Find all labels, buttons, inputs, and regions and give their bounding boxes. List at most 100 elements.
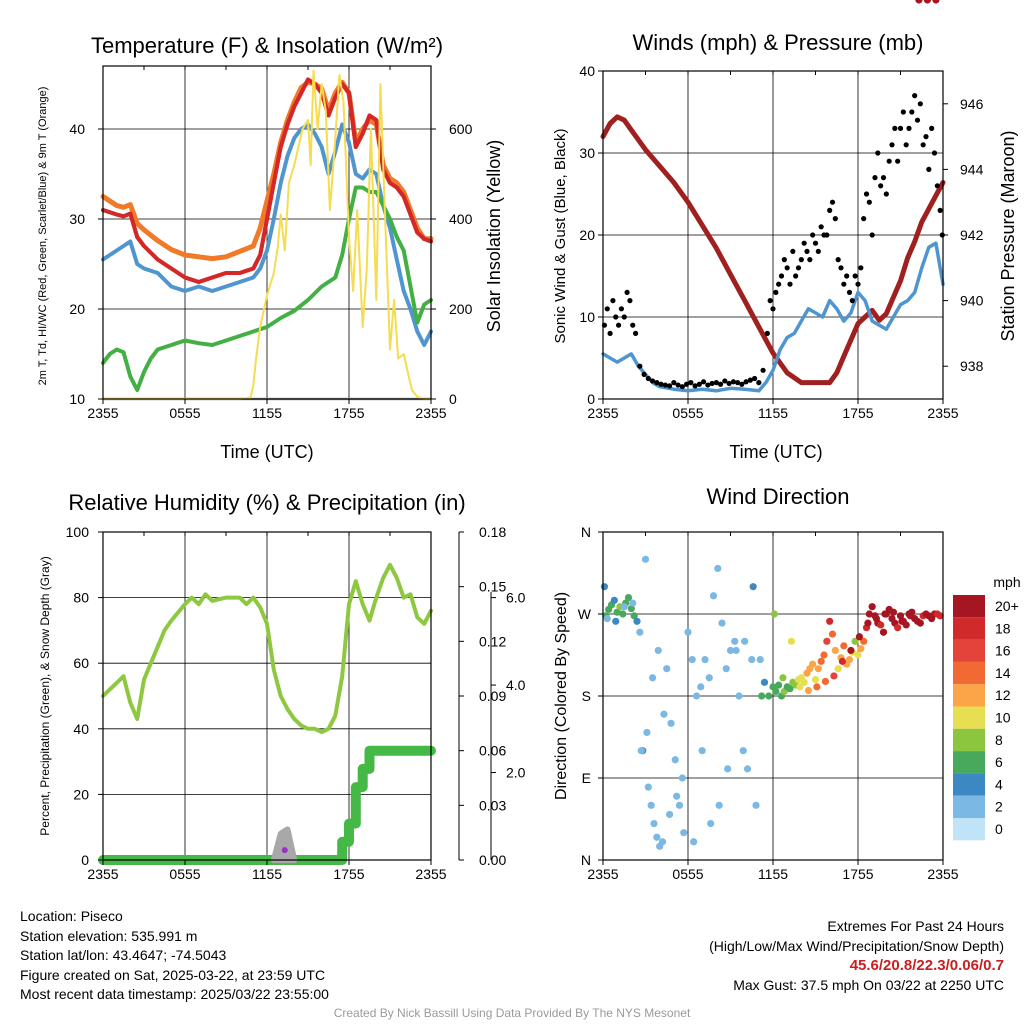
wind-direction-panel: Wind Direction Direction (Colored By Spe… — [553, 0, 1021, 882]
gust-point — [804, 248, 810, 254]
winds-x-tick-label: 1155 — [758, 405, 788, 421]
temperature-x-tick-label: 2355 — [87, 405, 118, 421]
wind-direction-point — [743, 765, 752, 773]
wind-direction-point — [741, 637, 749, 645]
temp-line — [101, 77, 433, 284]
gust-point — [886, 158, 892, 164]
wind-direction-point — [630, 612, 638, 620]
wind-direction-point — [603, 614, 611, 623]
gust-point — [914, 117, 921, 123]
temperature-y-tick-label: 20 — [69, 301, 85, 317]
wind-direction-point — [633, 617, 641, 625]
precipitation-line — [98, 745, 436, 865]
temperature-chart-title: Temperature (F) & Insolation (W/m²) — [91, 33, 443, 58]
wind-direction-point — [772, 687, 780, 696]
gust-point — [793, 273, 799, 279]
wind-direction-point — [698, 747, 706, 755]
humidity-x-tick-label: 2355 — [415, 866, 446, 882]
gust-point — [705, 382, 711, 388]
max-gust-text: Max Gust: 37.5 mph On 03/22 at 2250 UTC — [733, 976, 1004, 993]
snow-y3-tick-label: 6.0 — [506, 590, 526, 606]
snow-y3-tick-label: 2.0 — [506, 765, 526, 781]
legend-label: 2 — [995, 799, 1003, 815]
gust-point — [666, 383, 673, 389]
wind-direction-point — [619, 610, 627, 618]
gust-point — [624, 289, 630, 295]
winds-y-tick-label: 10 — [579, 309, 595, 325]
wind-direction-point — [726, 646, 735, 655]
wind-direction-point — [896, 612, 905, 620]
gust-point — [846, 289, 853, 295]
gust-point — [934, 183, 940, 189]
wind-direction-point — [637, 747, 645, 755]
legend-swatch — [953, 684, 985, 707]
pressure-y2-tick-label: 946 — [960, 96, 984, 112]
gust-point — [692, 383, 698, 389]
gust-point — [776, 281, 782, 287]
wind-direction-point — [714, 564, 722, 573]
wind-direction-point — [680, 829, 688, 837]
gust-point — [900, 109, 906, 115]
gust-point — [923, 134, 929, 140]
wind-direction-point — [845, 655, 854, 664]
gust-point — [722, 378, 728, 384]
gust-point — [607, 330, 613, 336]
wind-direction-point — [811, 676, 820, 684]
wind-direction-point — [684, 628, 692, 636]
wind-direction-point — [847, 646, 855, 655]
gust-point — [807, 257, 813, 263]
wind-direction-point — [627, 604, 635, 613]
legend-label: 18 — [995, 620, 1011, 636]
gust-point — [824, 232, 830, 238]
wind-direction-point — [809, 660, 817, 668]
gust-point — [895, 158, 901, 164]
temperature-x-tick-label: 0555 — [169, 405, 200, 421]
legend-swatch — [953, 617, 985, 640]
wind-direction-point — [860, 637, 868, 645]
wind-direction-point — [692, 692, 701, 700]
gust-point — [841, 281, 847, 287]
wind-direction-point — [889, 608, 898, 616]
wind-direction-point — [675, 801, 684, 809]
gust-point — [832, 216, 838, 222]
gust-point — [920, 142, 926, 148]
wind-direction-point — [709, 592, 718, 600]
wind-direction-point — [830, 672, 838, 680]
wind-direction-y-label: Direction (Colored By Speed) — [553, 592, 570, 800]
gust-point — [827, 207, 833, 213]
solar-y2-label: Solar Insolation (Yellow) — [484, 140, 504, 332]
gust-point — [770, 306, 776, 312]
gust-point — [798, 257, 804, 263]
winds-panel: Winds (mph) & Pressure (mb) Time (UTC) S… — [552, 30, 1018, 462]
humidity-chart-title: Relative Humidity (%) & Precipitation (i… — [68, 490, 465, 515]
gust-point — [756, 380, 762, 386]
created-text: Figure created on Sat, 2025-03-22, at 23… — [20, 966, 326, 983]
extremes-box: Extremes For Past 24 Hours (High/Low/Max… — [709, 917, 1004, 995]
wind-direction-point — [796, 683, 804, 691]
pressure-y2-tick-label: 938 — [960, 358, 984, 374]
wind-direction-point — [724, 765, 732, 773]
wind-direction-point — [831, 646, 839, 655]
humidity-y-tick-label: 100 — [66, 524, 90, 540]
wind-direction-point — [705, 674, 713, 682]
wind-direction-point — [765, 692, 773, 700]
legend-label: 12 — [995, 687, 1011, 703]
wind-direction-point — [906, 612, 915, 620]
wind-direction-point — [641, 555, 650, 563]
gust-point — [912, 93, 918, 99]
gust-point — [654, 380, 660, 386]
gust-point — [671, 380, 677, 386]
legend-label: 20+ — [995, 598, 1019, 614]
wind-direction-point — [600, 583, 609, 591]
wind-direction-point — [923, 0, 932, 4]
temperature-frame — [102, 65, 432, 400]
gust-point — [790, 248, 796, 254]
wind-direction-point — [758, 692, 766, 700]
legend-label: 10 — [995, 710, 1011, 726]
gust-point — [858, 265, 864, 271]
gust-point — [641, 371, 647, 377]
gust-point — [866, 199, 872, 205]
legend-label: 8 — [995, 732, 1003, 748]
winds-y-tick-label: 0 — [587, 391, 595, 407]
wind-direction-point — [894, 624, 902, 632]
